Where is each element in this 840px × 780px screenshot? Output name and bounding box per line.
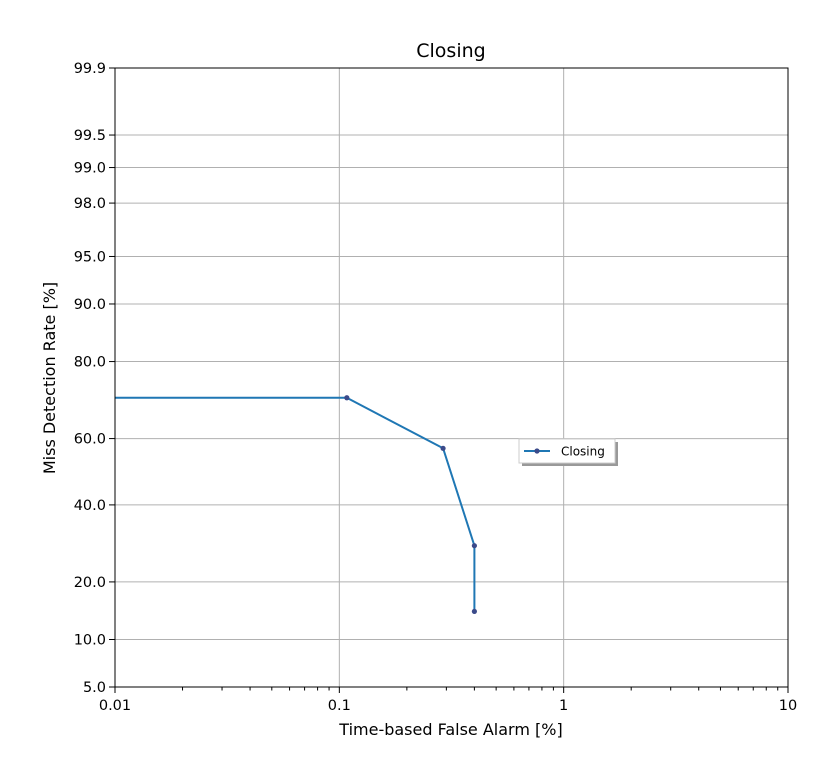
x-tick-label: 1	[559, 698, 568, 714]
data-point	[471, 608, 477, 615]
y-tick-label: 10.0	[74, 632, 106, 648]
data-point	[344, 395, 350, 401]
grid-lines	[115, 68, 788, 687]
data-point	[440, 445, 446, 451]
y-tick-label: 40.0	[74, 498, 106, 514]
x-tick-label: 0.1	[328, 698, 351, 714]
y-tick-label: 5.0	[83, 680, 106, 696]
chart-title: Closing	[416, 40, 485, 62]
x-axis-label: Time-based False Alarm [%]	[338, 720, 562, 739]
legend-label-closing: Closing	[561, 445, 605, 459]
y-tick-label: 99.5	[74, 128, 106, 144]
data-point	[471, 543, 477, 549]
y-tick-label: 99.9	[74, 61, 106, 77]
y-tick-label: 20.0	[74, 575, 106, 591]
series-layer	[115, 395, 477, 615]
legend-marker-closing	[534, 448, 540, 454]
y-axis-label: Miss Detection Rate [%]	[40, 282, 59, 474]
plot-frame	[114, 67, 789, 688]
y-tick-label: 80.0	[74, 355, 106, 371]
x-tick-label: 0.01	[99, 698, 131, 714]
axis-ticks: 0.01 0.1 1 10 5.0 10.0 20.0 40.0 60.0 80.0 90.0 95.…	[74, 61, 798, 714]
y-tick-label: 98.0	[74, 196, 106, 212]
y-tick-label: 60.0	[74, 432, 106, 448]
y-tick-label: 99.0	[74, 161, 106, 177]
x-tick-label: 10	[779, 698, 797, 714]
y-tick-label: 95.0	[74, 249, 106, 265]
legend: Closing	[518, 438, 618, 466]
y-tick-label: 90.0	[74, 297, 106, 313]
